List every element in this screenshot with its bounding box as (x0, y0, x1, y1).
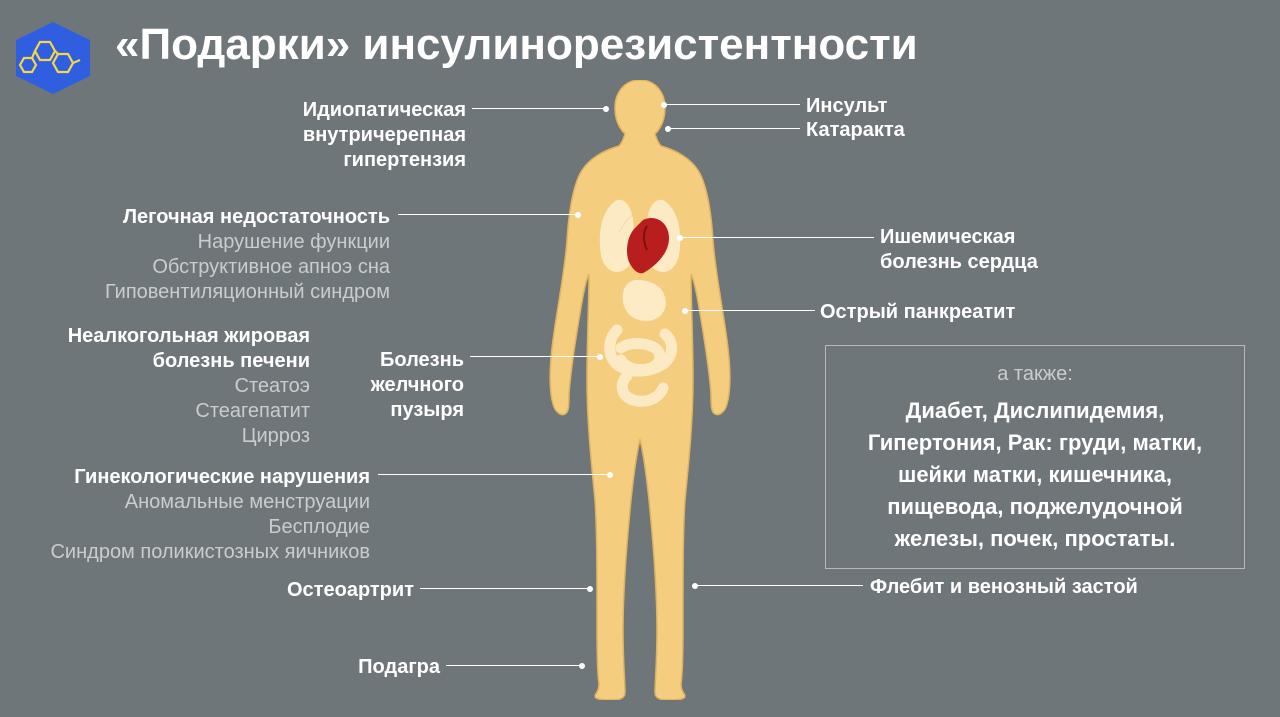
leader-gyneco (378, 474, 610, 475)
label-line: Стеагепатит (10, 399, 310, 424)
label-line: Аномальные менструации (0, 490, 370, 515)
label-osteo: Остеоартрит (214, 578, 414, 603)
label-line: болезнь печени (10, 349, 310, 374)
page-title: «Подарки» инсулинорезистентности (115, 20, 918, 70)
label-liver: Неалкогольная жироваяболезнь печениСтеат… (10, 324, 310, 449)
label-line: Цирроз (10, 424, 310, 449)
leader-phlebitis (695, 585, 863, 586)
label-gout: Подагра (290, 655, 440, 680)
label-stroke: Инсульт (806, 94, 1006, 119)
label-idiopathic: Идиопатическаявнутричерепнаягипертензия (206, 98, 466, 173)
label-line: пузыря (324, 398, 464, 423)
leader-osteo (420, 588, 590, 589)
label-ischemic: Ишемическаяболезнь сердца (880, 225, 1130, 275)
molecule-icon (10, 18, 96, 94)
label-line: Нарушение функции (30, 230, 390, 255)
label-gallbladder: Болезньжелчногопузыря (324, 348, 464, 423)
label-line: Неалкогольная жировая (10, 324, 310, 349)
also-box: а также: Диабет, Дислипидемия, Гипертони… (825, 345, 1245, 569)
also-header: а также: (844, 360, 1226, 389)
label-line: Бесплодие (0, 515, 370, 540)
label-line: Флебит и венозный застой (870, 575, 1270, 600)
infographic-root: «Подарки» инсулинорезистентности (0, 0, 1280, 717)
label-line: Гинекологические нарушения (0, 465, 370, 490)
logo-hexagon (10, 18, 96, 99)
leader-cataract (668, 128, 800, 129)
label-line: Легочная недостаточность (30, 205, 390, 230)
label-line: болезнь сердца (880, 250, 1130, 275)
label-line: внутричерепная (206, 123, 466, 148)
label-line: Остеоартрит (214, 578, 414, 603)
label-line: Синдром поликистозных яичников (0, 540, 370, 565)
leader-idiopathic (472, 108, 606, 109)
label-line: желчного (324, 373, 464, 398)
leader-gallbladder (470, 356, 600, 357)
body-silhouette (550, 80, 730, 700)
label-line: Инсульт (806, 94, 1006, 119)
leader-pancreatitis (685, 310, 815, 311)
leader-pulmonary (398, 214, 578, 215)
leader-ischemic (680, 237, 874, 238)
label-line: Острый панкреатит (820, 300, 1120, 325)
label-cataract: Катаракта (806, 118, 1006, 143)
label-phlebitis: Флебит и венозный застой (870, 575, 1270, 600)
label-pancreatitis: Острый панкреатит (820, 300, 1120, 325)
leader-stroke (664, 104, 800, 105)
label-line: Катаракта (806, 118, 1006, 143)
label-line: Болезнь (324, 348, 464, 373)
label-line: Подагра (290, 655, 440, 680)
human-body-diagram (547, 80, 733, 700)
label-line: гипертензия (206, 148, 466, 173)
label-line: Обструктивное апноэ сна (30, 255, 390, 280)
leader-gout (446, 665, 582, 666)
label-pulmonary: Легочная недостаточностьНарушение функци… (30, 205, 390, 305)
label-line: Гиповентиляционный синдром (30, 280, 390, 305)
label-line: Ишемическая (880, 225, 1130, 250)
label-line: Идиопатическая (206, 98, 466, 123)
label-gyneco: Гинекологические нарушенияАномальные мен… (0, 465, 370, 565)
also-body: Диабет, Дислипидемия, Гипертония, Рак: г… (844, 395, 1226, 554)
label-line: Стеатоэ (10, 374, 310, 399)
